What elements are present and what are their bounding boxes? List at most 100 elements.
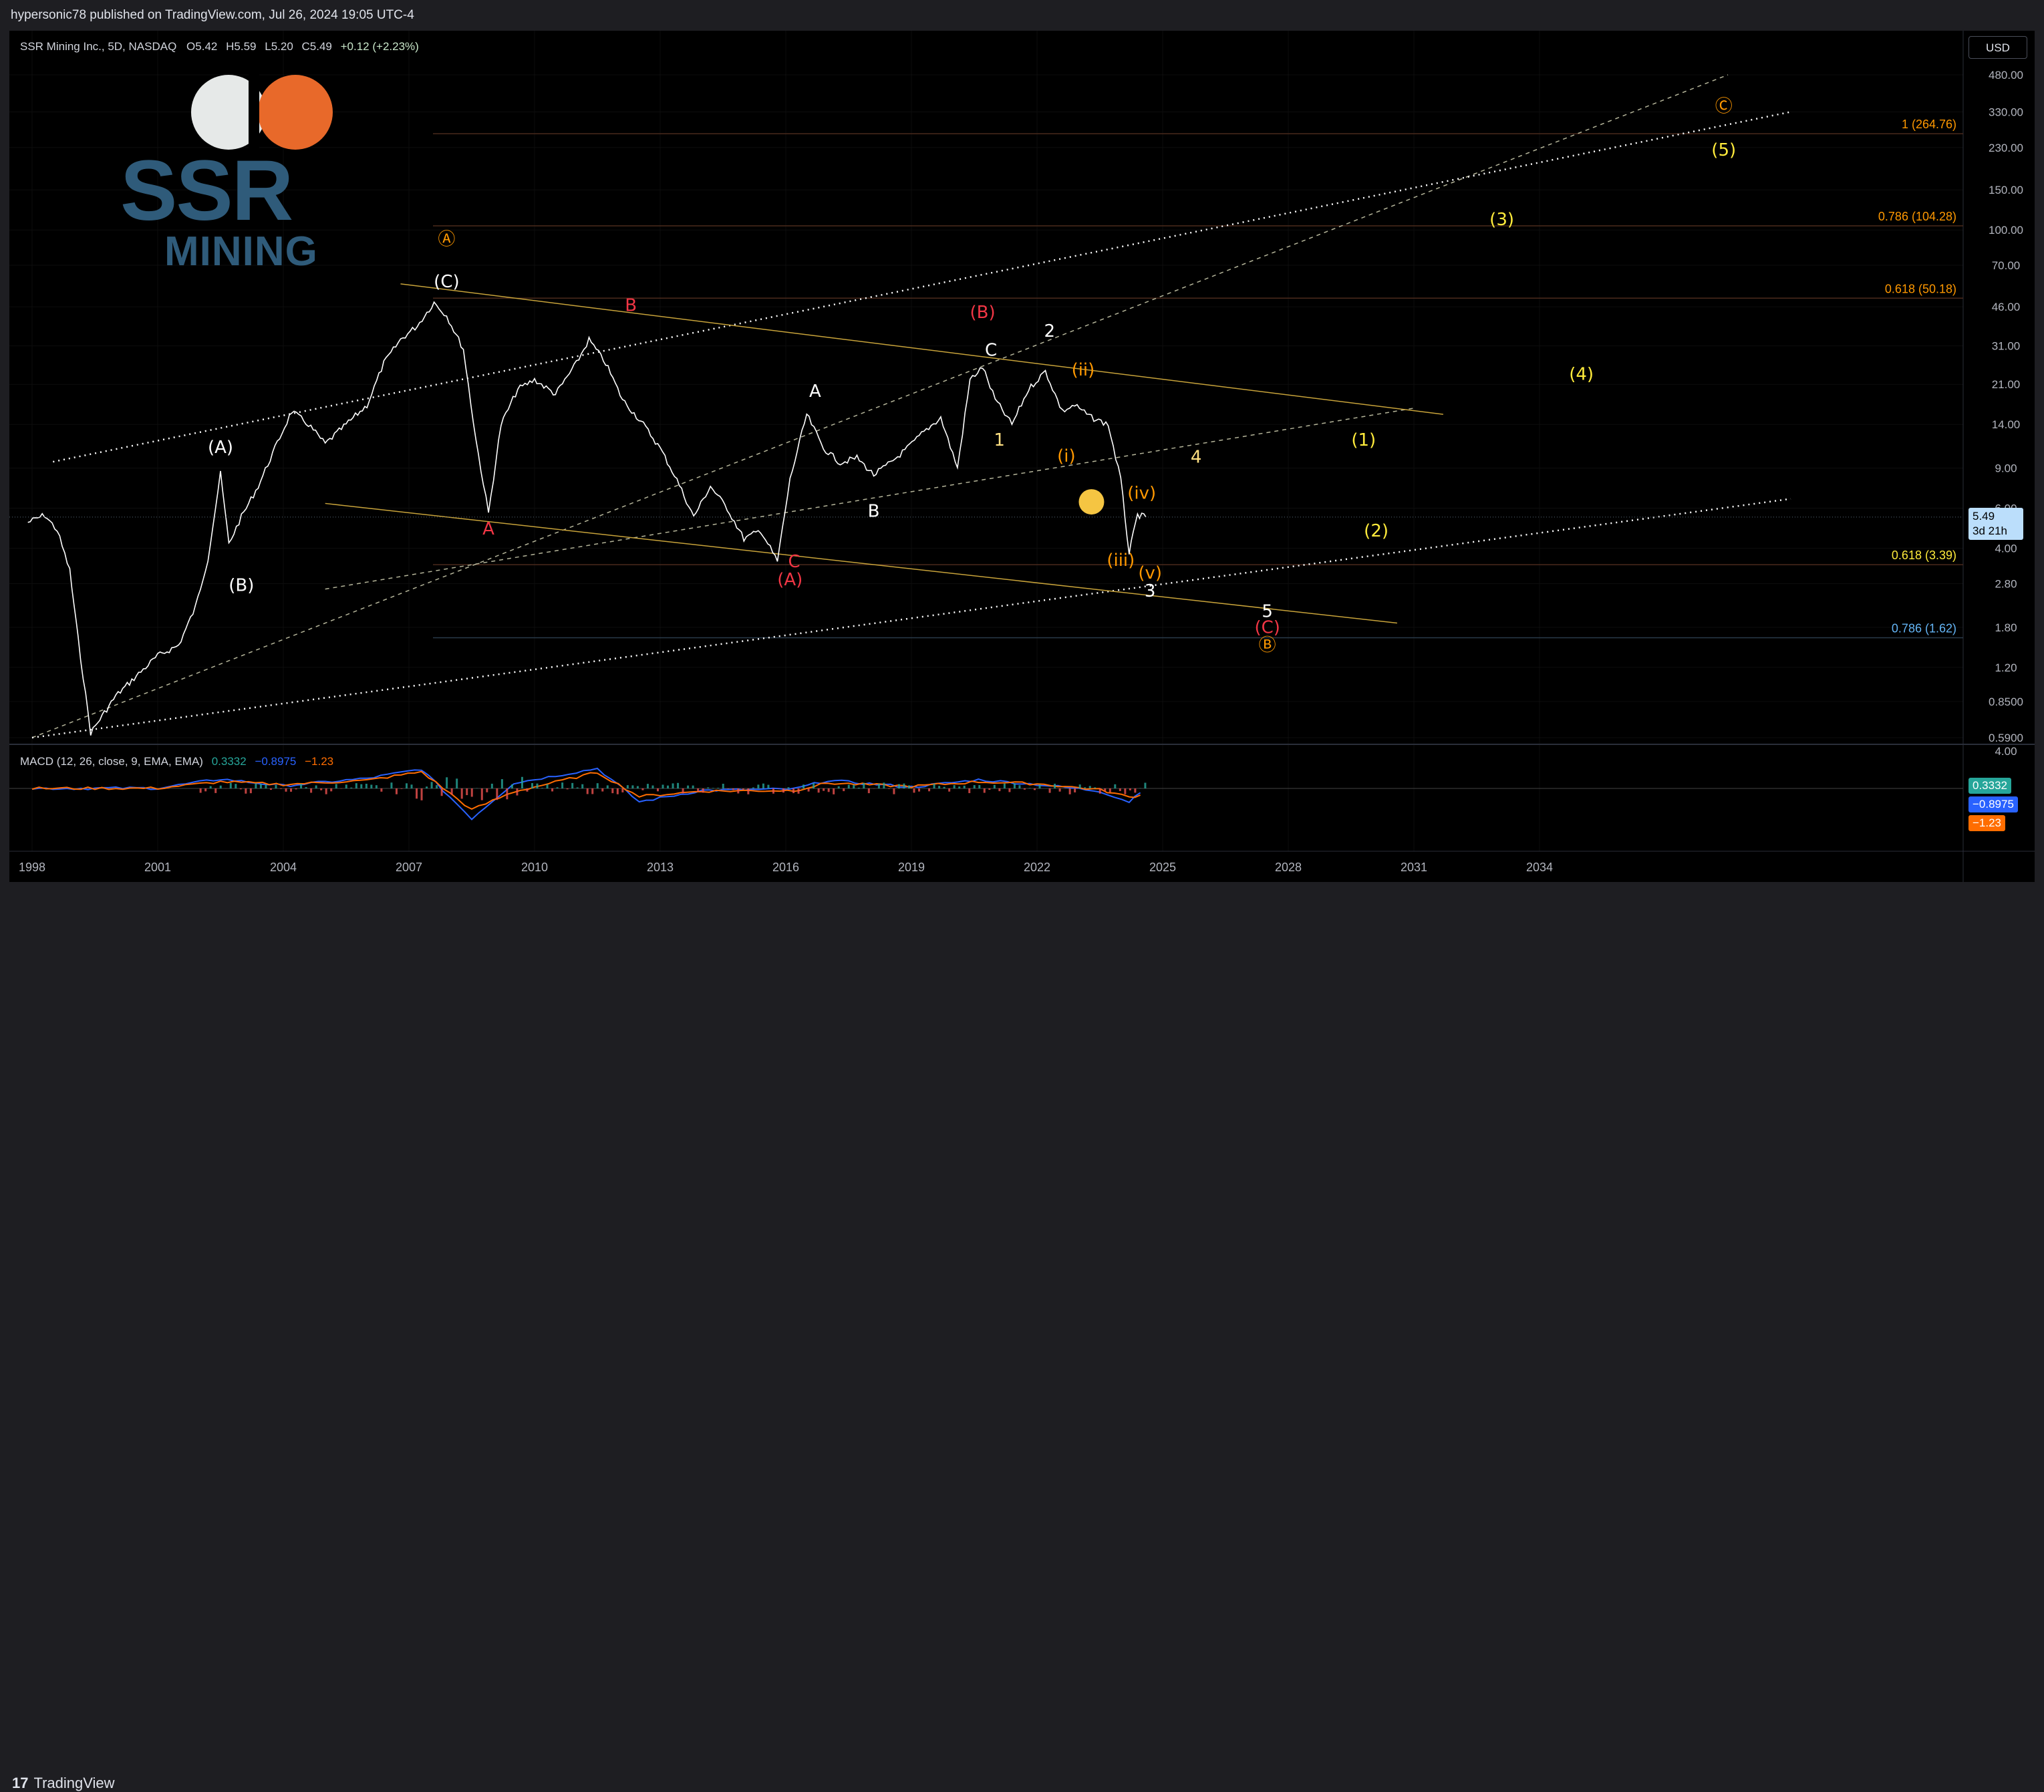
macd-histogram-bar	[204, 788, 206, 791]
low-label: L	[265, 40, 271, 53]
macd-histogram-bar	[571, 783, 573, 788]
macd-histogram-bar	[335, 784, 337, 788]
macd-histogram-bar	[948, 788, 950, 792]
macd-histogram-bar	[762, 784, 764, 788]
macd-histogram-bar	[275, 785, 277, 788]
macd-histogram-bar	[943, 787, 945, 788]
macd-histogram-bar	[441, 788, 443, 796]
close-value: 5.49	[310, 40, 332, 53]
x-tick-label: 2007	[396, 861, 422, 874]
y-tick-label: 330.00	[1989, 106, 2023, 118]
macd-histogram-bar	[200, 788, 202, 793]
wave-label: 4	[1191, 448, 1202, 468]
wave-label: (C)	[434, 272, 459, 292]
macd-histogram-bar	[928, 788, 930, 791]
y-tick-label: 21.00	[1992, 378, 2021, 391]
macd-histogram-bar	[641, 788, 643, 790]
macd-histogram-bar	[998, 788, 1000, 791]
wave-label: (iii)	[1107, 551, 1135, 571]
change-value: +0.12 (+2.23%)	[341, 40, 419, 53]
macd-histogram-bar	[672, 783, 674, 788]
macd-histogram-bar	[1084, 787, 1086, 788]
wave-label: 3	[1145, 581, 1156, 601]
low-value: 5.20	[271, 40, 293, 53]
macd-histogram-bar	[968, 788, 970, 793]
macd-histogram-bar	[456, 778, 458, 788]
macd-histogram-bar	[300, 784, 302, 788]
y-tick-label: 14.00	[1992, 418, 2021, 431]
macd-histogram-bar	[702, 788, 704, 792]
macd-histogram-bar	[978, 785, 980, 788]
macd-histogram-bar	[1114, 784, 1116, 788]
y-tick-label: 31.00	[1992, 340, 2021, 353]
macd-histogram-bar	[1099, 788, 1101, 794]
y-tick-label: 0.8500	[1989, 696, 2023, 708]
macd-histogram-bar	[400, 788, 402, 789]
macd-histogram-bar	[853, 784, 855, 788]
wave-label: (C)	[1254, 617, 1280, 637]
macd-histogram-bar	[788, 787, 790, 788]
macd-histogram-bar	[737, 788, 739, 793]
macd-histogram-bar	[893, 788, 895, 794]
macd-histogram-bar	[767, 785, 769, 788]
macd-histogram-bar	[516, 788, 518, 796]
macd-histogram-bar	[988, 788, 990, 790]
macd-badge-2: −0.8975	[1968, 796, 2018, 812]
macd-histogram-bar	[611, 788, 613, 793]
macd-histogram-bar	[677, 783, 679, 788]
wave-label: (i)	[1057, 446, 1076, 466]
logo-orange-circle	[258, 75, 333, 150]
channel-upper-dashed	[325, 408, 1414, 589]
macd-histogram-bar	[280, 788, 282, 789]
y-tick-label: 100.00	[1989, 224, 2023, 237]
x-tick-label: 2016	[772, 861, 799, 874]
macd-histogram-bar	[436, 785, 438, 788]
macd-histogram-bar	[305, 787, 307, 788]
macd-histogram-bar	[662, 784, 664, 788]
ssr-mining-logo: SSR MINING	[120, 73, 334, 287]
macd-histogram-bar	[1008, 788, 1010, 792]
wave-label: (A)	[208, 438, 233, 458]
macd-histogram-bar	[818, 788, 820, 792]
macd-histogram-bar	[506, 788, 508, 799]
fib-level-label: 0.786 (1.62)	[1892, 621, 1956, 635]
macd-histogram-bar	[808, 788, 810, 792]
macd-histogram-bar	[938, 786, 940, 788]
wave-label: B	[868, 502, 880, 522]
y-tick-label: 480.00	[1989, 69, 2023, 82]
macd-histogram-bar	[537, 784, 539, 788]
wave-label: (3)	[1489, 210, 1514, 230]
currency-button[interactable]: USD	[1968, 36, 2027, 59]
macd-y-tick-label: 4.00	[1995, 745, 2017, 758]
macd-histogram-bar	[732, 788, 734, 790]
macd-histogram-bar	[1079, 784, 1081, 788]
macd-histogram-bar	[607, 785, 609, 788]
macd-histogram-bar	[631, 785, 633, 788]
macd-histogram-bar	[587, 788, 589, 794]
macd-histogram-bar	[843, 788, 845, 791]
wave-label: (A)	[777, 570, 802, 590]
macd-histogram-bar	[406, 783, 408, 788]
macd-histogram-bar	[561, 782, 563, 788]
macd-histogram-bar	[431, 782, 433, 788]
macd-histogram-bar	[581, 784, 583, 788]
macd-histogram-bar	[551, 788, 553, 791]
macd-histogram-bar	[547, 784, 549, 788]
wave-label: (B)	[970, 303, 995, 323]
macd-histogram-bar	[426, 786, 428, 788]
macd-histogram-bar	[1024, 788, 1026, 790]
macd-histogram-bar	[1004, 784, 1006, 788]
macd-histogram-bar	[647, 784, 649, 788]
x-tick-label: 2028	[1275, 861, 1302, 874]
macd-histogram-bar	[727, 788, 729, 789]
x-tick-label: 2001	[144, 861, 171, 874]
y-tick-label: 0.5900	[1989, 732, 2023, 744]
macd-histogram-bar	[682, 788, 684, 793]
y-tick-label: 70.00	[1992, 259, 2021, 272]
logo-ssr-text: SSR	[120, 148, 292, 234]
macd-histogram-bar	[265, 784, 267, 788]
macd-histogram-bar	[491, 784, 493, 788]
macd-histogram-bar	[667, 786, 669, 788]
macd-histogram-bar	[355, 783, 357, 788]
wave-label: A	[809, 382, 821, 402]
